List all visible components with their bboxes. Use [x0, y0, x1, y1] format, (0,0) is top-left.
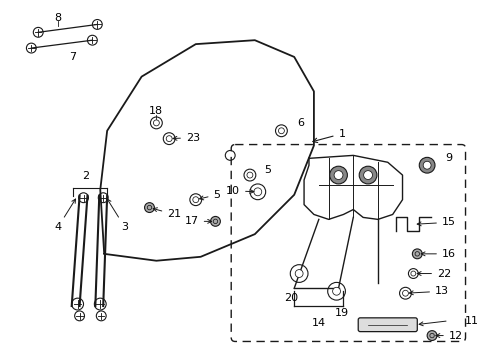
Circle shape — [153, 120, 159, 126]
FancyBboxPatch shape — [358, 318, 416, 332]
Circle shape — [192, 197, 198, 203]
Circle shape — [426, 330, 436, 341]
Text: 19: 19 — [334, 308, 348, 318]
Text: 18: 18 — [149, 106, 163, 116]
Text: 9: 9 — [444, 153, 451, 163]
Circle shape — [295, 270, 303, 278]
Text: 5: 5 — [264, 165, 271, 175]
Circle shape — [253, 188, 261, 196]
Circle shape — [210, 216, 220, 226]
Circle shape — [278, 128, 284, 134]
Text: 3: 3 — [107, 199, 128, 232]
Text: 10: 10 — [225, 186, 253, 196]
Circle shape — [329, 166, 346, 184]
Text: 11: 11 — [464, 316, 478, 326]
Circle shape — [333, 171, 342, 180]
Text: 8: 8 — [54, 13, 61, 23]
Text: 4: 4 — [54, 199, 76, 232]
Circle shape — [363, 171, 372, 180]
Text: 14: 14 — [311, 318, 325, 328]
Text: 20: 20 — [284, 293, 298, 303]
Circle shape — [246, 172, 252, 178]
Text: 17: 17 — [184, 216, 211, 226]
Text: 12: 12 — [435, 330, 462, 341]
Circle shape — [332, 287, 340, 295]
Circle shape — [410, 271, 415, 276]
Circle shape — [422, 161, 430, 169]
Text: 13: 13 — [408, 286, 448, 296]
Circle shape — [359, 166, 376, 184]
Text: 23: 23 — [173, 133, 200, 143]
Text: 22: 22 — [416, 269, 450, 279]
Text: 16: 16 — [420, 249, 455, 259]
Circle shape — [418, 157, 434, 173]
Circle shape — [166, 136, 172, 141]
Text: 15: 15 — [416, 217, 455, 227]
Circle shape — [411, 249, 421, 259]
Text: 21: 21 — [153, 208, 181, 220]
Text: 7: 7 — [69, 52, 76, 62]
Text: 1: 1 — [312, 129, 345, 143]
Circle shape — [402, 290, 407, 296]
Text: 5: 5 — [199, 190, 220, 200]
Circle shape — [144, 203, 154, 212]
Text: 2: 2 — [82, 171, 89, 181]
Text: 6: 6 — [297, 118, 304, 128]
